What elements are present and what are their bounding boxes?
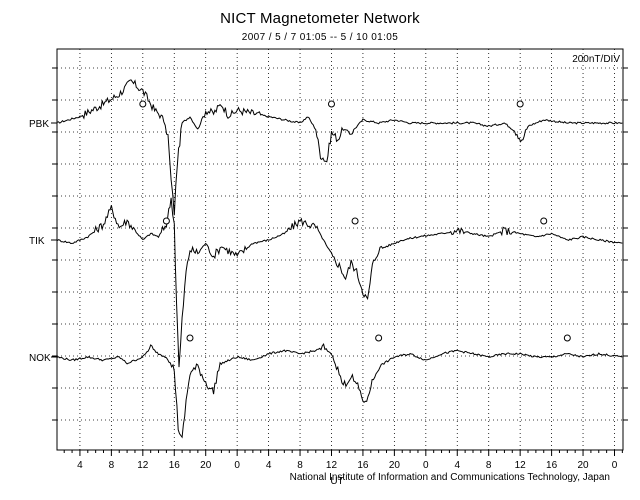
station-label-tik: TIK	[29, 236, 45, 247]
x-tick-label: 16	[169, 460, 181, 471]
x-tick-label: 12	[515, 460, 527, 471]
x-axis-label: UT	[330, 476, 343, 487]
series-nok: NOK	[29, 334, 623, 439]
series-group: PBK TIK NOK	[29, 79, 623, 439]
x-tick-label: 12	[326, 460, 338, 471]
midnight-marker	[186, 334, 194, 342]
chart-title: NICT Magnetometer Network	[220, 10, 420, 27]
midnight-marker	[563, 334, 571, 342]
x-tick-label: 8	[109, 460, 115, 471]
station-label-pbk: PBK	[29, 119, 49, 130]
midnight-marker	[516, 100, 524, 108]
plot-frame	[56, 48, 624, 451]
x-tick-label: 4	[77, 460, 83, 471]
midnight-marker	[540, 217, 548, 225]
midnight-marker	[162, 217, 170, 225]
midnight-marker	[351, 217, 359, 225]
series-line-tik	[56, 197, 623, 368]
credit-text: National Institute of Information and Co…	[289, 472, 610, 483]
x-tick-label: 20	[577, 460, 589, 471]
station-label-nok: NOK	[29, 353, 51, 364]
midnight-marker	[139, 100, 147, 108]
scale-label: 200nT/DIV	[572, 54, 620, 65]
grid	[52, 49, 628, 450]
x-tick-label: 4	[266, 460, 272, 471]
x-tick-label: 8	[486, 460, 492, 471]
x-tick-label: 4	[454, 460, 460, 471]
series-tik: TIK	[29, 197, 623, 368]
series-pbk: PBK	[29, 79, 623, 216]
x-tick-label: 0	[612, 460, 618, 471]
x-axis: 4 8 12 16 20 0 4 8 12 16 20 0 4 8 12 16 20 0	[63, 450, 623, 471]
x-tick-label: 12	[137, 460, 149, 471]
chart-subtitle: 2007 / 5 / 7 01:05 -- 5 / 10 01:05	[241, 32, 399, 43]
x-tick-label: 8	[297, 460, 303, 471]
x-tick-label: 16	[357, 460, 369, 471]
x-tick-label: 20	[389, 460, 401, 471]
x-tick-label: 16	[546, 460, 558, 471]
series-line-pbk	[56, 79, 623, 216]
midnight-marker	[375, 334, 383, 342]
midnight-marker	[327, 100, 335, 108]
x-tick-label: 0	[234, 460, 240, 471]
x-tick-label: 0	[423, 460, 429, 471]
x-tick-label: 20	[200, 460, 212, 471]
series-line-nok	[56, 343, 623, 439]
